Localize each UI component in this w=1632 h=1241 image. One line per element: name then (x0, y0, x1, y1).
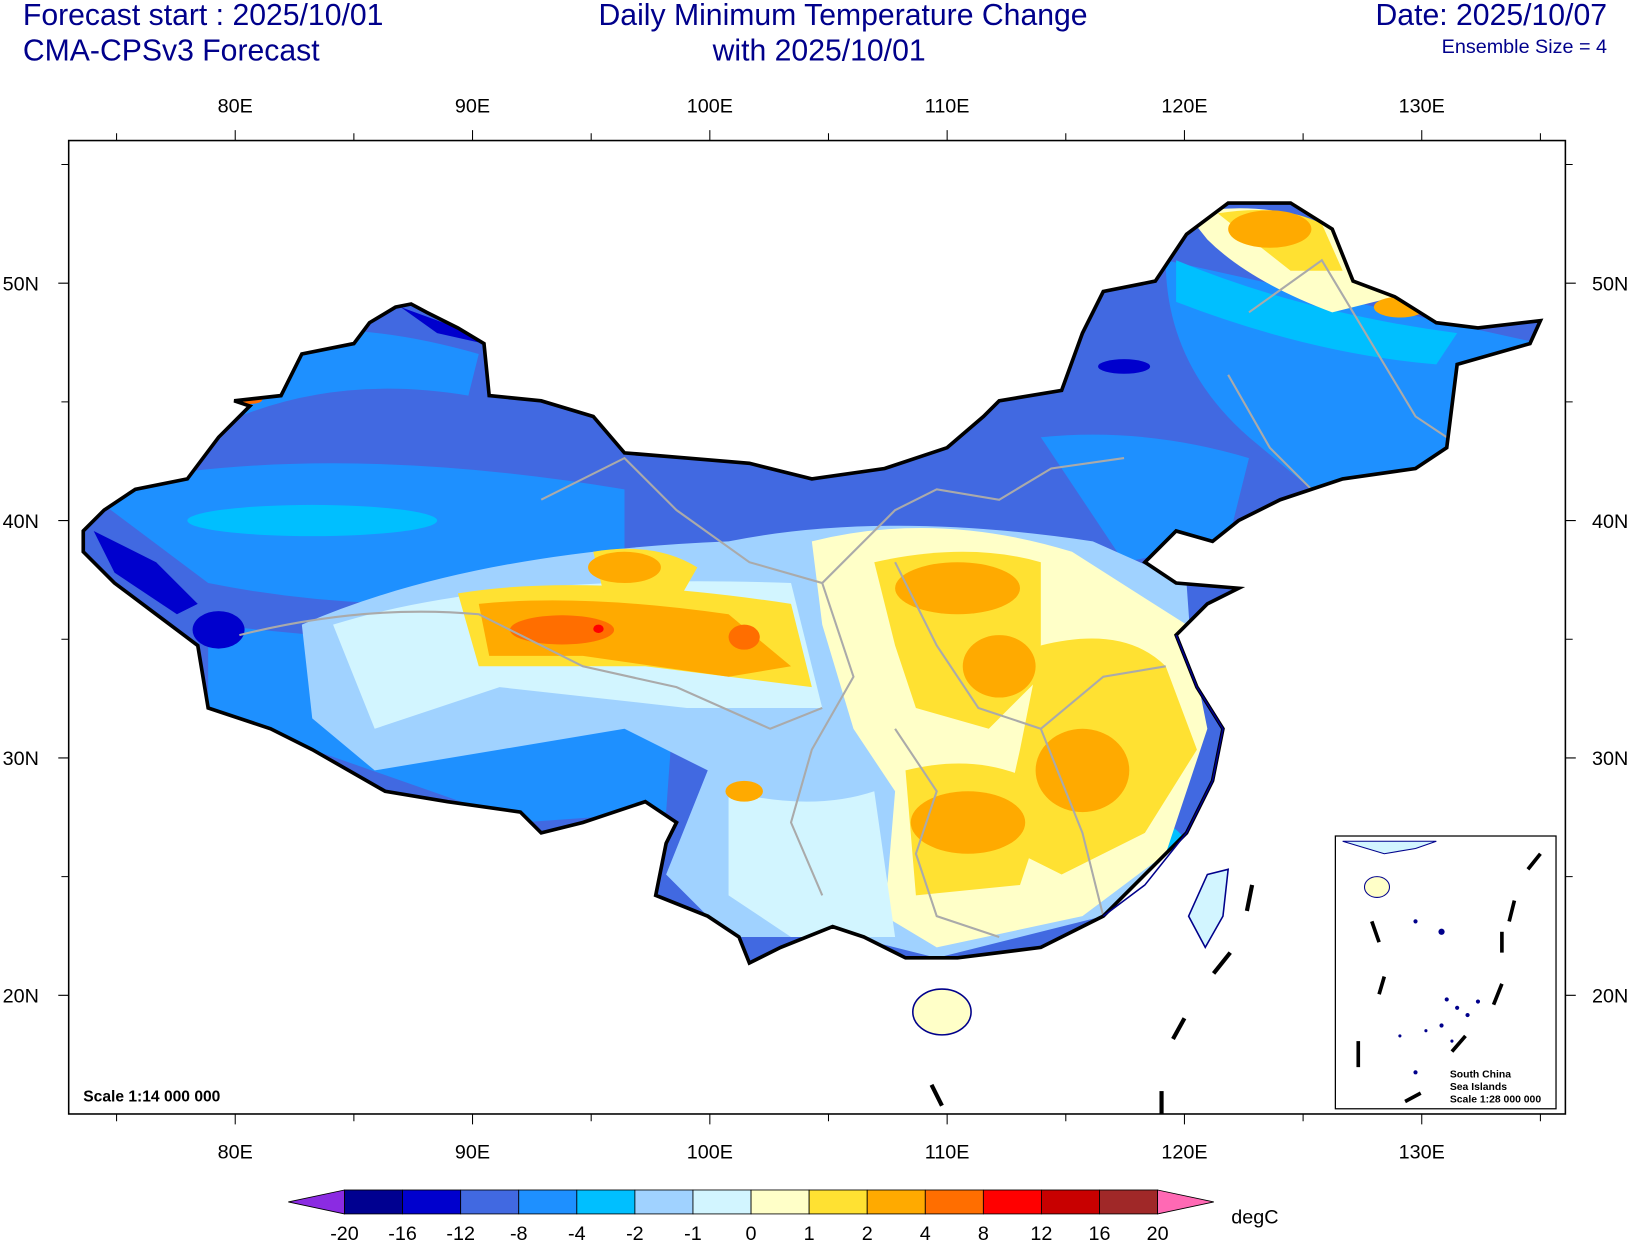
lon-label: 130E (1399, 1142, 1445, 1164)
valid-date-label: Date: 2025/10/07 (1376, 0, 1607, 32)
coastline (1102, 634, 1224, 917)
colorbar-tick-label: 20 (1147, 1223, 1169, 1241)
lat-label: 40N (3, 511, 39, 533)
colorbar-swatch (344, 1189, 404, 1215)
ensemble-size-label: Ensemble Size = 4 (1442, 36, 1607, 58)
hainan-island (912, 988, 972, 1036)
chart-subtitle: with 2025/10/01 (712, 34, 926, 67)
colorbar-swatch (750, 1189, 810, 1215)
colorbar-tick-label: -16 (388, 1223, 417, 1241)
colorbar-tick-label: -1 (684, 1223, 702, 1241)
colorbar-tick-label: -4 (568, 1223, 586, 1241)
map-scale-label: Scale 1:14 000 000 (83, 1088, 220, 1105)
lat-label: 50N (3, 273, 39, 295)
inset-label-line2: Sea Islands (1450, 1082, 1507, 1093)
colorbar: -20 -16 -12 -8 -4 -2 -1 0 1 2 4 8 12 16 20 (288, 1189, 1214, 1241)
inset-label-line1: South China (1450, 1070, 1511, 1081)
lon-label: 110E (925, 1142, 970, 1164)
colorbar-tick-label: 1 (804, 1223, 815, 1241)
colorbar-tick-label: 2 (862, 1223, 873, 1241)
lat-label: 20N (3, 986, 39, 1008)
colorbar-low-extend (288, 1189, 345, 1215)
lon-label: 120E (1161, 1142, 1207, 1164)
colorbar-tick-label: -20 (330, 1223, 359, 1241)
model-name-label: CMA-CPSv3 Forecast (23, 34, 320, 67)
colorbar-swatch (924, 1189, 984, 1215)
lon-label: 120E (1161, 95, 1207, 117)
colorbar-swatch (460, 1189, 520, 1215)
colorbar-tick-label: -12 (446, 1223, 475, 1241)
colorbar-tick-label: 8 (978, 1223, 989, 1241)
colorbar-unit: degC (1231, 1206, 1278, 1228)
axis-ticks (58, 130, 1576, 1125)
lon-label: 130E (1399, 95, 1445, 117)
forecast-start-label: Forecast start : 2025/10/01 (23, 0, 384, 32)
colorbar-swatch (808, 1189, 868, 1215)
lon-label: 110E (925, 95, 970, 117)
colorbar-swatch (982, 1189, 1042, 1215)
colorbar-swatch (402, 1189, 462, 1215)
colorbar-swatch (866, 1189, 926, 1215)
lon-label: 90E (455, 95, 490, 117)
colorbar-tick-label: 16 (1089, 1223, 1111, 1241)
colorbar-tick-label: 12 (1030, 1223, 1052, 1241)
colorbar-high-extend (1157, 1189, 1214, 1215)
colorbar-swatch (1041, 1189, 1100, 1215)
left-lat-labels: 50N 40N 30N 20N (3, 273, 39, 1007)
right-lat-labels: 50N 40N 30N 20N (1592, 273, 1628, 1007)
lon-label: 80E (218, 95, 253, 117)
colorbar-swatch (692, 1189, 752, 1215)
lon-label: 80E (218, 1142, 253, 1164)
colorbar-swatch (576, 1189, 636, 1215)
colorbar-tick-label: 0 (746, 1223, 757, 1241)
chart-title: Daily Minimum Temperature Change (599, 0, 1088, 32)
colorbar-swatch (518, 1189, 578, 1215)
lat-label: 30N (3, 748, 39, 770)
lat-label: 30N (1592, 748, 1628, 770)
lat-label: 40N (1592, 511, 1628, 533)
lon-label: 100E (687, 1142, 733, 1164)
bottom-lon-labels: 80E 90E 100E 110E 120E 130E (218, 1142, 1445, 1164)
colorbar-swatch (1099, 1189, 1159, 1215)
colorbar-tick-label: -2 (626, 1223, 644, 1241)
taiwan-island (1187, 868, 1230, 950)
lon-label: 100E (687, 95, 733, 117)
lon-label: 90E (455, 1142, 490, 1164)
lat-label: 20N (1592, 986, 1628, 1008)
colorbar-tick-label: 4 (920, 1223, 931, 1241)
inset-scale-label: Scale 1:28 000 000 (1450, 1095, 1541, 1106)
colorbar-swatch (634, 1189, 694, 1215)
boundary-dashes (929, 884, 1255, 1114)
south-china-sea-inset: South China Sea Islands Scale 1:28 000 0… (1334, 835, 1557, 1110)
lat-label: 50N (1592, 273, 1628, 295)
top-lon-labels: 80E 90E 100E 110E 120E 130E (218, 95, 1445, 117)
colorbar-tick-label: -8 (510, 1223, 528, 1241)
